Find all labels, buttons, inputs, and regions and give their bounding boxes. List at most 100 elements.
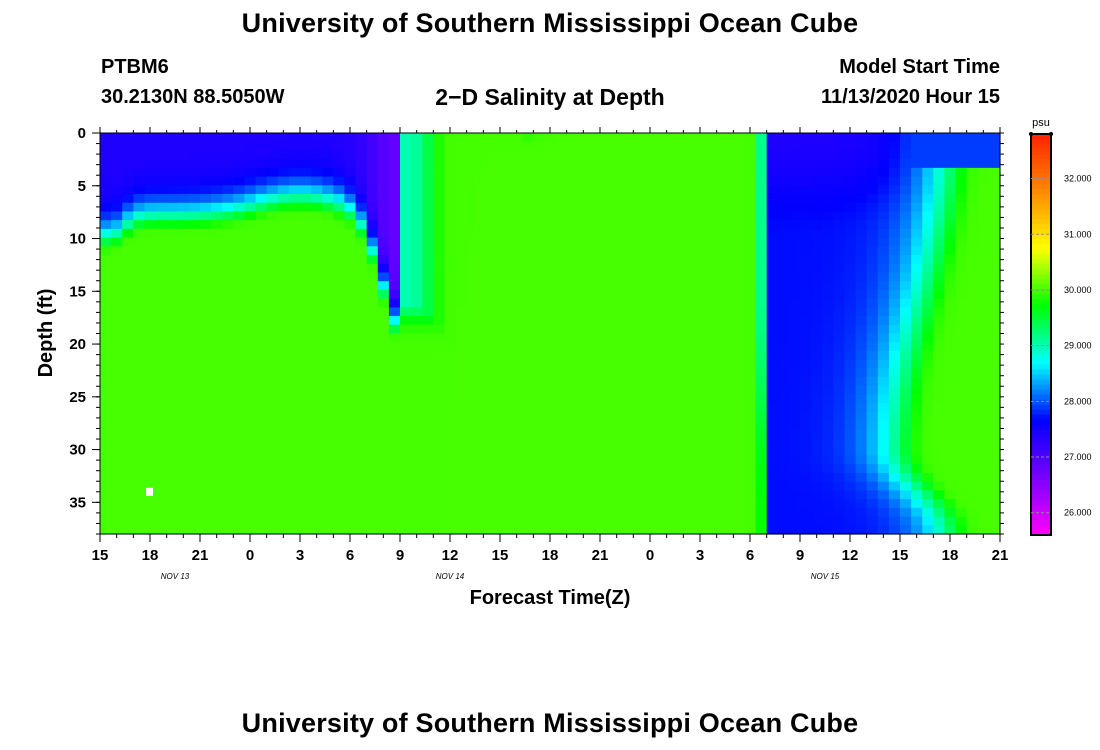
heatmap-cell xyxy=(655,159,668,169)
heatmap-cell xyxy=(366,316,379,326)
heatmap-cell xyxy=(266,377,279,387)
heatmap-cell xyxy=(188,263,201,274)
heatmap-cell xyxy=(588,316,601,326)
heatmap-cell xyxy=(488,516,501,526)
heatmap-cell xyxy=(233,368,246,378)
heatmap-cell xyxy=(788,263,801,274)
heatmap-cell xyxy=(488,141,501,152)
heatmap-cell xyxy=(155,499,168,509)
heatmap-cell xyxy=(477,420,490,430)
heatmap-cell xyxy=(677,220,690,230)
heatmap-cell xyxy=(811,237,823,247)
heatmap-cell xyxy=(522,211,534,221)
heatmap-cell xyxy=(611,289,623,300)
heatmap-cell xyxy=(900,403,912,413)
heatmap-cell xyxy=(711,429,723,439)
heatmap-cell xyxy=(100,507,112,518)
heatmap-cell xyxy=(466,359,479,369)
heatmap-cell xyxy=(300,438,312,448)
heatmap-cell xyxy=(477,464,490,474)
heatmap-cell xyxy=(988,272,1001,282)
heatmap-cell xyxy=(944,455,957,465)
heatmap-cell xyxy=(833,472,846,483)
heatmap-cell xyxy=(255,228,268,239)
heatmap-cell xyxy=(122,464,134,474)
heatmap-cell xyxy=(733,368,746,378)
heatmap-cell xyxy=(788,150,801,160)
heatmap-cell xyxy=(800,481,812,492)
heatmap-cell xyxy=(733,150,746,160)
heatmap-cell xyxy=(522,481,534,492)
heatmap-cell xyxy=(655,472,668,483)
heatmap-cell xyxy=(222,202,234,213)
heatmap-cell xyxy=(544,464,557,474)
heatmap-cell xyxy=(144,385,157,396)
heatmap-cell xyxy=(722,411,734,422)
heatmap-cell xyxy=(277,316,290,326)
heatmap-cell xyxy=(655,411,668,422)
heatmap-cell xyxy=(255,350,268,361)
heatmap-cell xyxy=(266,403,279,413)
heatmap-cell xyxy=(822,289,834,300)
heatmap-cell xyxy=(911,255,923,265)
heatmap-cell xyxy=(644,316,657,326)
heatmap-cell xyxy=(366,194,379,204)
heatmap-cell xyxy=(800,263,812,274)
heatmap-cell xyxy=(844,141,857,152)
heatmap-cell xyxy=(344,228,357,239)
heatmap-cell xyxy=(300,255,312,265)
heatmap-cell xyxy=(522,150,534,160)
heatmap-cell xyxy=(677,298,690,308)
heatmap-cell xyxy=(566,411,579,422)
heatmap-cell xyxy=(544,141,557,152)
heatmap-cell xyxy=(744,159,757,169)
heatmap-cell xyxy=(166,289,179,300)
heatmap-cell xyxy=(244,185,257,195)
heatmap-cell xyxy=(977,411,990,422)
heatmap-cell xyxy=(577,220,590,230)
heatmap-cell xyxy=(855,176,868,186)
colorbar-band xyxy=(1031,479,1051,486)
heatmap-cell xyxy=(555,385,568,396)
heatmap-cell xyxy=(400,211,412,221)
heatmap-cell xyxy=(766,385,779,396)
heatmap-cell xyxy=(666,359,679,369)
heatmap-cell xyxy=(177,377,190,387)
heatmap-cell xyxy=(655,211,668,221)
heatmap-cell xyxy=(355,350,368,361)
heatmap-cell xyxy=(766,342,779,352)
heatmap-cell xyxy=(133,159,146,169)
heatmap-cell xyxy=(233,507,246,518)
heatmap-cell xyxy=(122,211,134,221)
heatmap-cell xyxy=(733,455,746,465)
heatmap-cell xyxy=(344,464,357,474)
heatmap-cell xyxy=(422,281,434,291)
heatmap-cell xyxy=(777,185,790,195)
heatmap-cell xyxy=(488,194,501,204)
heatmap-cell xyxy=(277,228,290,239)
heatmap-cell xyxy=(777,411,790,422)
heatmap-cell xyxy=(122,507,134,518)
heatmap-cell xyxy=(100,150,112,160)
heatmap-cell xyxy=(388,455,401,465)
heatmap-cell xyxy=(233,298,246,308)
heatmap-cell xyxy=(311,377,323,387)
heatmap-cell xyxy=(511,211,523,221)
heatmap-cell xyxy=(866,499,879,509)
heatmap-cell xyxy=(711,202,723,213)
heatmap-cell xyxy=(988,377,1001,387)
heatmap-cell xyxy=(655,516,668,526)
heatmap-cell xyxy=(644,324,657,335)
heatmap-cell xyxy=(922,359,934,369)
heatmap-cell xyxy=(900,350,912,361)
heatmap-cell xyxy=(833,446,846,457)
heatmap-cell xyxy=(966,194,979,204)
heatmap-cell xyxy=(511,255,523,265)
heatmap-cell xyxy=(511,525,523,535)
heatmap-cell xyxy=(733,525,746,535)
heatmap-cell xyxy=(966,202,979,213)
heatmap-cell xyxy=(500,438,512,448)
heatmap-cell xyxy=(222,385,234,396)
heatmap-cell xyxy=(155,464,168,474)
heatmap-cell xyxy=(444,507,457,518)
